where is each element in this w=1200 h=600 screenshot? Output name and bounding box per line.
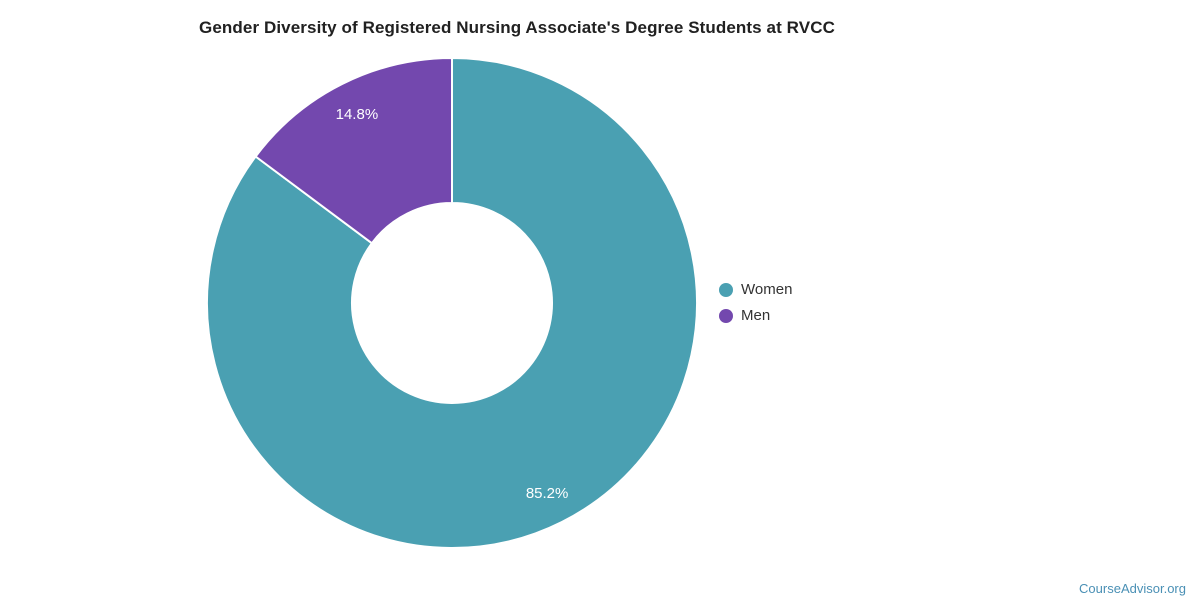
- legend: Women Men: [719, 281, 792, 333]
- donut-slice-women[interactable]: [206, 57, 698, 549]
- legend-dot-men-icon: [719, 309, 733, 323]
- donut-slice-men[interactable]: [254, 57, 453, 245]
- slice-percent-label-women: 85.2%: [526, 485, 569, 502]
- legend-label-women: Women: [741, 281, 793, 298]
- watermark-link[interactable]: CourseAdvisor.org: [1079, 581, 1186, 596]
- slice-percent-label-men: 14.8%: [336, 106, 379, 123]
- legend-item-women[interactable]: Women: [719, 281, 792, 299]
- legend-item-men[interactable]: Men: [719, 307, 792, 325]
- legend-dot-women-icon: [719, 283, 733, 297]
- page-title: Gender Diversity of Registered Nursing A…: [199, 18, 835, 37]
- legend-label-men: Men: [741, 307, 771, 324]
